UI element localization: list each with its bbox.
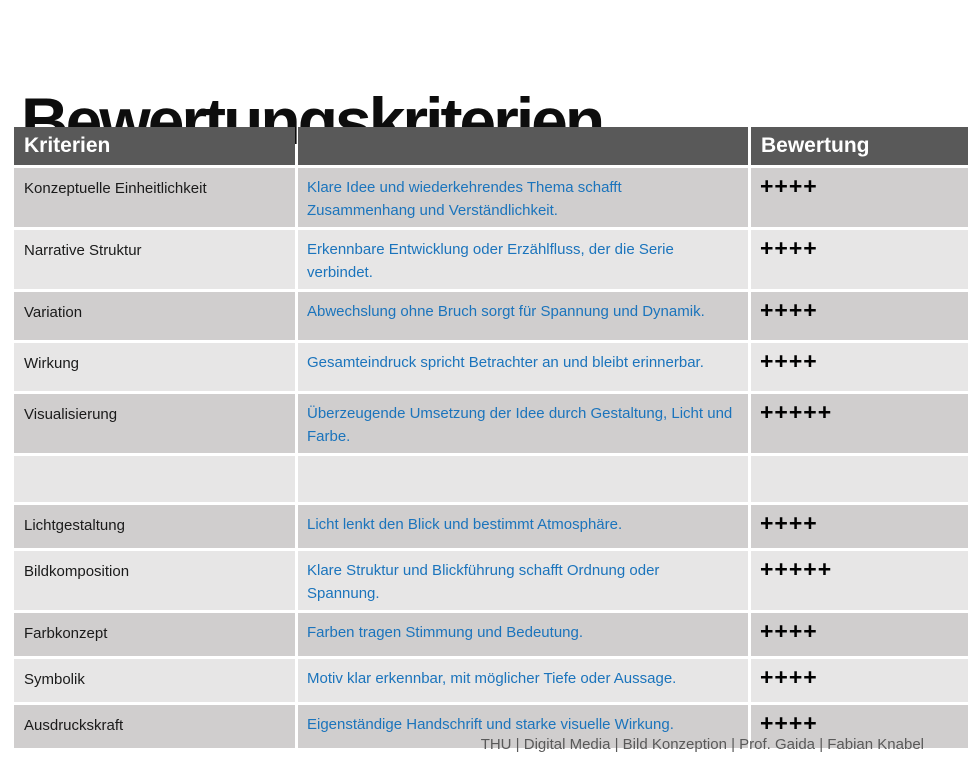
criterion-cell: Wirkung: [14, 343, 295, 391]
description-cell: Gesamteindruck spricht Betrachter an und…: [298, 343, 748, 391]
criterion-cell: Konzeptuelle Einheitlichkeit: [14, 168, 295, 227]
rating-cell: +++++: [751, 551, 968, 610]
table-row: Visualisierung Überzeugende Umsetzung de…: [14, 394, 968, 453]
column-header-description: [298, 127, 748, 165]
description-cell: Klare Idee und wiederkehrendes Thema sch…: [298, 168, 748, 227]
criterion-cell: Ausdruckskraft: [14, 705, 295, 748]
criterion-cell: Farbkonzept: [14, 613, 295, 656]
rating-cell: ++++: [751, 168, 968, 227]
description-cell: Motiv klar erkennbar, mit möglicher Tief…: [298, 659, 748, 702]
rating-cell: ++++: [751, 659, 968, 702]
table-row: Bildkomposition Klare Struktur und Blick…: [14, 551, 968, 610]
criterion-cell: Visualisierung: [14, 394, 295, 453]
table-row: [14, 456, 968, 502]
rating-cell: [751, 456, 968, 502]
table-row: Ausdruckskraft Eigenständige Handschrift…: [14, 705, 968, 748]
criterion-cell: Narrative Struktur: [14, 230, 295, 289]
slide-footer: THU | Digital Media | Bild Konzeption | …: [480, 736, 924, 753]
table-row: Konzeptuelle Einheitlichkeit Klare Idee …: [14, 168, 968, 227]
criterion-cell: [14, 456, 295, 502]
criterion-cell: Lichtgestaltung: [14, 505, 295, 548]
table-row: Narrative Struktur Erkennbare Entwicklun…: [14, 230, 968, 289]
description-cell: Klare Struktur und Blickführung schafft …: [298, 551, 748, 610]
table-row: Symbolik Motiv klar erkennbar, mit mögli…: [14, 659, 968, 702]
criteria-table: Kriterien Bewertung Konzeptuelle Einheit…: [14, 127, 968, 748]
description-cell: [298, 456, 748, 502]
rating-cell: ++++: [751, 705, 968, 748]
rating-cell: +++++: [751, 394, 968, 453]
column-header-bewertung: Bewertung: [751, 127, 968, 165]
description-cell: Abwechslung ohne Bruch sorgt für Spannun…: [298, 292, 748, 340]
description-cell: Farben tragen Stimmung und Bedeutung.: [298, 613, 748, 656]
rating-cell: ++++: [751, 343, 968, 391]
criterion-cell: Symbolik: [14, 659, 295, 702]
rating-cell: ++++: [751, 292, 968, 340]
table-row: Lichtgestaltung Licht lenkt den Blick un…: [14, 505, 968, 548]
table-header-row: Kriterien Bewertung: [14, 127, 968, 165]
column-header-kriterien: Kriterien: [14, 127, 295, 165]
description-cell: Licht lenkt den Blick und bestimmt Atmos…: [298, 505, 748, 548]
table-row: Variation Abwechslung ohne Bruch sorgt f…: [14, 292, 968, 340]
criterion-cell: Variation: [14, 292, 295, 340]
rating-cell: ++++: [751, 505, 968, 548]
description-cell: Erkennbare Entwicklung oder Erzählfluss,…: [298, 230, 748, 289]
table-row: Wirkung Gesamteindruck spricht Betrachte…: [14, 343, 968, 391]
description-cell: Überzeugende Umsetzung der Idee durch Ge…: [298, 394, 748, 453]
table-row: Farbkonzept Farben tragen Stimmung und B…: [14, 613, 968, 656]
rating-cell: ++++: [751, 230, 968, 289]
table-body: Konzeptuelle Einheitlichkeit Klare Idee …: [14, 168, 968, 748]
criterion-cell: Bildkomposition: [14, 551, 295, 610]
description-cell: Eigenständige Handschrift und starke vis…: [298, 705, 748, 748]
rating-cell: ++++: [751, 613, 968, 656]
